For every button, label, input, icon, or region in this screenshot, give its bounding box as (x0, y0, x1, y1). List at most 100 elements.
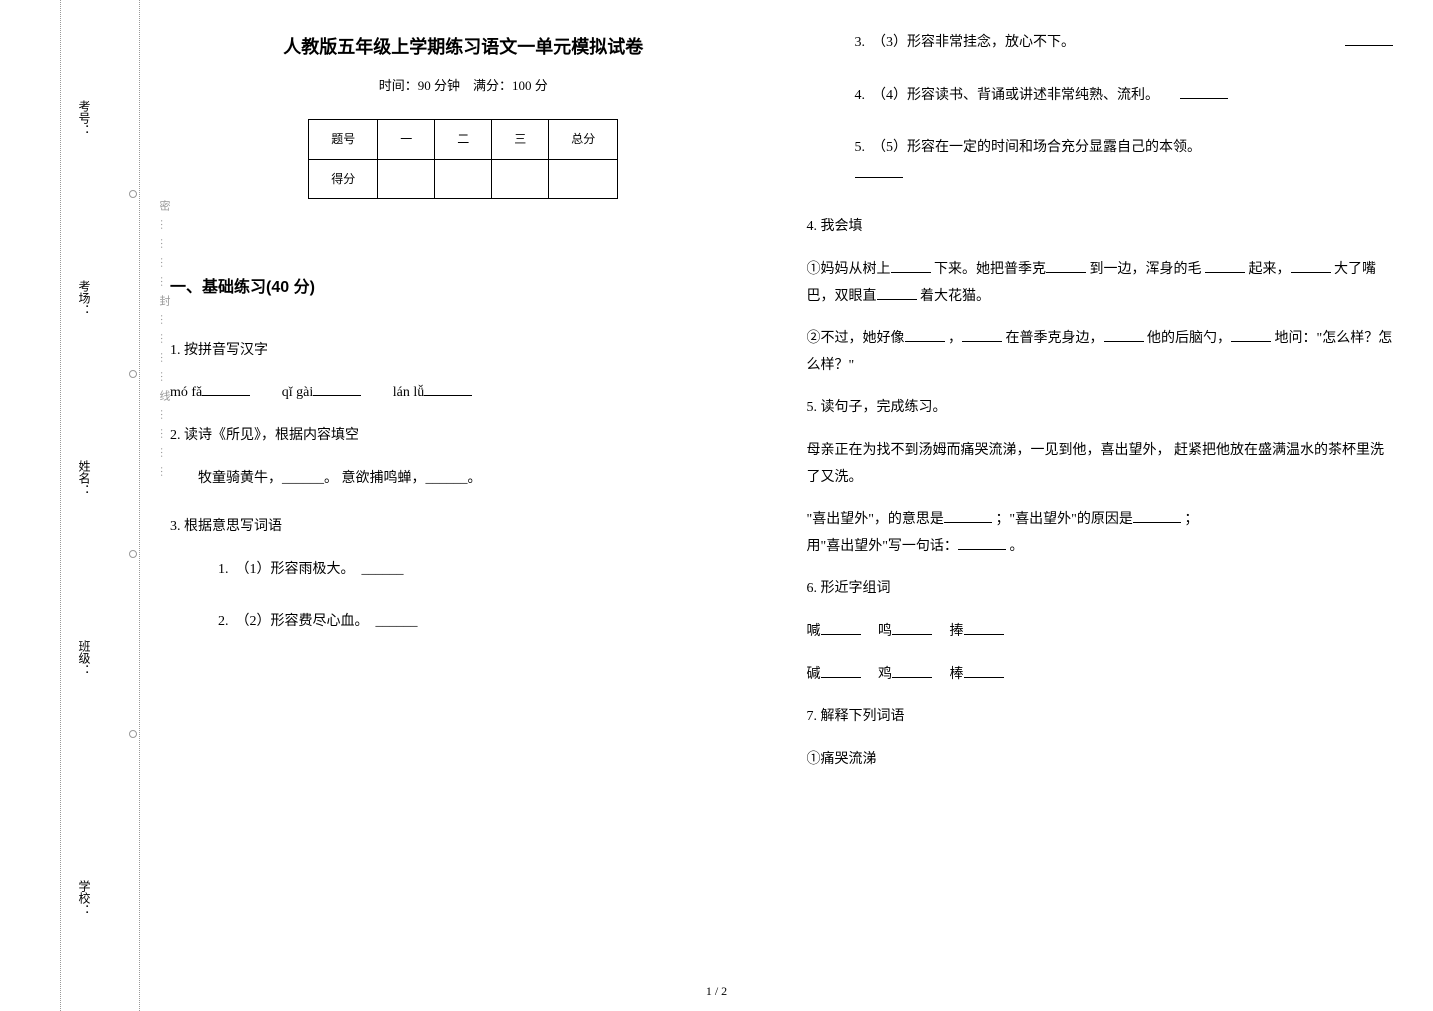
q5-text1: 母亲正在为找不到汤姆而痛哭流涕，一见到他，喜出望外， 赶紧把他放在盛满温水的茶杯… (807, 438, 1394, 491)
q6-char: 碱 (807, 667, 821, 682)
q1-label: 1. 按拼音写汉字 (170, 338, 757, 365)
table-row: 题号 一 二 三 总分 (309, 119, 618, 159)
score-cell (549, 159, 618, 199)
score-table: 题号 一 二 三 总分 得分 (308, 119, 618, 200)
table-row: 得分 (309, 159, 618, 199)
q2-label: 2. 读诗《所见》，根据内容填空 (170, 423, 757, 450)
fill-blank[interactable] (1180, 83, 1228, 99)
q4-line2: ②不过，她好像 ， 在普季克身边， 他的后脑勺， 地问："怎么样？怎么样？" (807, 326, 1394, 379)
binding-strip: 考号： 考场： 姓名： 班级： 学校： 密…………封…………线………… (60, 0, 140, 1011)
q4-text: ， (948, 331, 962, 346)
q6-row2: 碱 鸡 棒 (807, 662, 1394, 689)
q7-item-1: ①痛哭流涕 (807, 747, 1394, 774)
q1-pinyin-1: mó fǎ (170, 385, 202, 400)
q5-text: "喜出望外"，的意思是 (807, 512, 944, 527)
fill-blank[interactable] (905, 326, 945, 342)
fill-blank[interactable] (877, 284, 917, 300)
q5-text2: "喜出望外"，的意思是 ；"喜出望外"的原因是 ； 用"喜出望外"写一句话： 。 (807, 507, 1394, 560)
binding-circle-icon (129, 730, 137, 738)
fill-blank[interactable] (1291, 257, 1331, 273)
q6-row1: 喊 鸣 捧 (807, 619, 1394, 646)
q4-text: 在普季克身边， (1006, 331, 1104, 346)
exam-title: 人教版五年级上学期练习语文一单元模拟试卷 (170, 30, 757, 64)
fill-blank[interactable] (202, 380, 250, 396)
q4-text: 起来， (1249, 262, 1291, 277)
score-cell (435, 159, 492, 199)
q4-text: ②不过，她好像 (807, 331, 905, 346)
exam-subtitle: 时间：90 分钟 满分：100 分 (170, 74, 757, 99)
q5-text: ； (1184, 512, 1198, 527)
score-cell (492, 159, 549, 199)
q3-item-3: 3. （3）形容非常挂念，放心不下。 (807, 30, 1394, 57)
fill-blank[interactable] (962, 326, 1002, 342)
q3-item-4: 4. （4）形容读书、背诵或讲述非常纯熟、流利。 (807, 83, 1394, 110)
binding-circle-icon (129, 550, 137, 558)
q6-char: 喊 (807, 624, 821, 639)
fill-blank[interactable] (892, 619, 932, 635)
q7-label: 7. 解释下列词语 (807, 704, 1394, 731)
q4-text: 到一边，浑身的毛 (1090, 262, 1202, 277)
fill-blank[interactable] (855, 162, 903, 178)
q5-label: 5. 读句子，完成练习。 (807, 395, 1394, 422)
fill-blank[interactable] (313, 380, 361, 396)
q1-pinyin-2: qǐ gài (282, 385, 314, 400)
q3-item-5-text: 5. （5）形容在一定的时间和场合充分显露自己的本领。 (855, 140, 1202, 155)
fill-blank[interactable] (424, 380, 472, 396)
right-column: 3. （3）形容非常挂念，放心不下。 4. （4）形容读书、背诵或讲述非常纯熟、… (807, 30, 1394, 971)
fill-blank[interactable] (958, 534, 1006, 550)
q6-char: 鸣 (878, 624, 892, 639)
q3-item-4-text: 4. （4）形容读书、背诵或讲述非常纯熟、流利。 (855, 88, 1153, 103)
score-cell (378, 159, 435, 199)
q6-char: 鸡 (878, 667, 892, 682)
q1-pinyin-3: lán lǚ (393, 385, 425, 400)
score-header-cell: 二 (435, 119, 492, 159)
left-column: 人教版五年级上学期练习语文一单元模拟试卷 时间：90 分钟 满分：100 分 题… (170, 30, 757, 971)
q4-text: 他的后脑勺， (1147, 331, 1231, 346)
q5-text: ；"喜出望外"的原因是 (995, 512, 1132, 527)
fill-blank[interactable] (821, 619, 861, 635)
q6-label: 6. 形近字组词 (807, 576, 1394, 603)
q3-item-5: 5. （5）形容在一定的时间和场合充分显露自己的本领。 (807, 135, 1394, 188)
score-header-cell: 三 (492, 119, 549, 159)
fill-blank[interactable] (964, 662, 1004, 678)
fill-blank[interactable] (891, 257, 931, 273)
q6-char: 捧 (950, 624, 964, 639)
q4-text: 着大花猫。 (920, 289, 990, 304)
binding-label-kaohao: 考号： (76, 100, 93, 136)
fill-blank[interactable] (1231, 326, 1271, 342)
binding-circle-icon (129, 190, 137, 198)
q4-line1: ①妈妈从树上 下来。她把普季克 到一边，浑身的毛 起来， 大了嘴巴，双眼直 着大… (807, 257, 1394, 310)
q3-label: 3. 根据意思写词语 (170, 514, 757, 541)
q4-text: ①妈妈从树上 (807, 262, 891, 277)
section1-heading: 一、基础练习(40 分) (170, 273, 757, 303)
q4-text: 下来。她把普季克 (934, 262, 1046, 277)
score-cell: 得分 (309, 159, 378, 199)
score-header-cell: 总分 (549, 119, 618, 159)
binding-label-xingming: 姓名： (76, 460, 93, 496)
q3-item-1: 1. （1）形容雨极大。 ______ (170, 557, 757, 584)
fill-blank[interactable] (892, 662, 932, 678)
q5-text: 用"喜出望外"写一句话： (807, 539, 958, 554)
q5-text: 。 (1009, 539, 1023, 554)
binding-label-kaochang: 考场： (76, 280, 93, 316)
binding-label-xuexiao: 学校： (76, 880, 93, 916)
page-content: 人教版五年级上学期练习语文一单元模拟试卷 时间：90 分钟 满分：100 分 题… (170, 30, 1393, 971)
score-header-cell: 题号 (309, 119, 378, 159)
q2-line: 牧童骑黄牛，______。 意欲捕鸣蝉，______。 (170, 466, 757, 493)
q4-label: 4. 我会填 (807, 214, 1394, 241)
q3-item-3-text: 3. （3）形容非常挂念，放心不下。 (855, 35, 1076, 50)
fill-blank[interactable] (1345, 30, 1393, 46)
q1-content: mó fǎ qǐ gài lán lǚ (170, 380, 757, 407)
binding-label-banji: 班级： (76, 640, 93, 676)
q6-char: 棒 (950, 667, 964, 682)
fill-blank[interactable] (964, 619, 1004, 635)
fill-blank[interactable] (1046, 257, 1086, 273)
page-number: 1 / 2 (706, 984, 727, 999)
fill-blank[interactable] (1133, 507, 1181, 523)
fill-blank[interactable] (1104, 326, 1144, 342)
q3-item-2: 2. （2）形容费尽心血。 ______ (170, 609, 757, 636)
binding-circle-icon (129, 370, 137, 378)
fill-blank[interactable] (821, 662, 861, 678)
fill-blank[interactable] (1205, 257, 1245, 273)
fill-blank[interactable] (944, 507, 992, 523)
